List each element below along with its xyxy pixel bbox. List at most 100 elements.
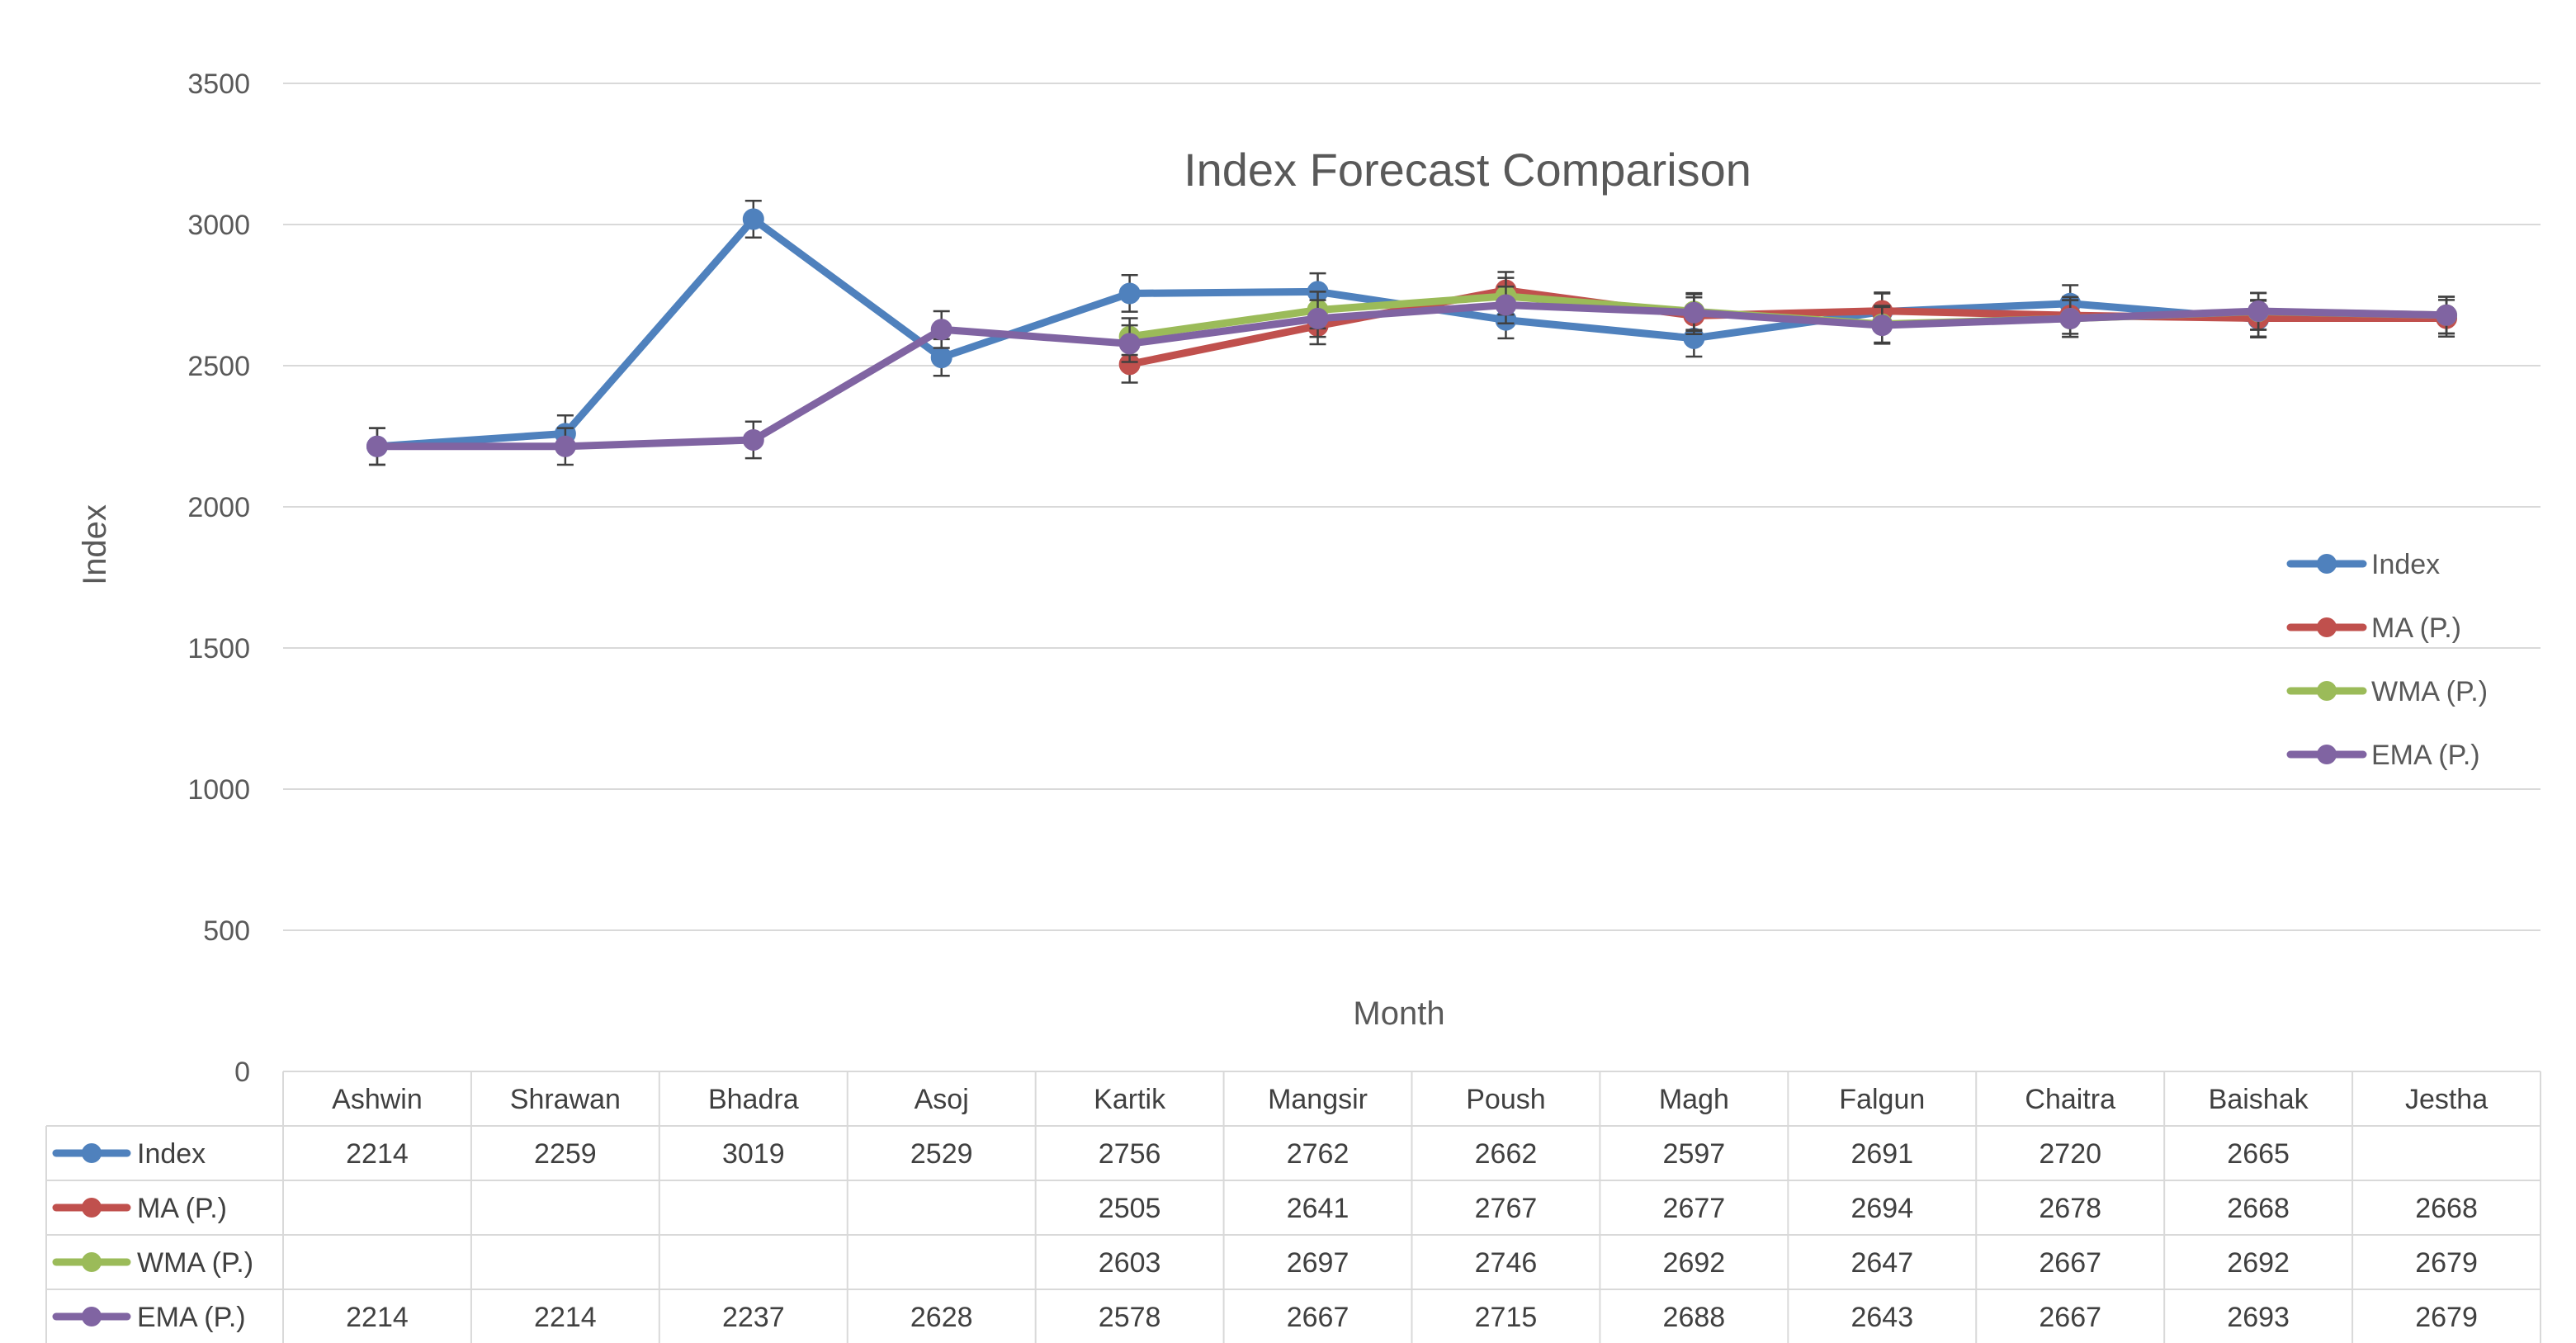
table-legend-marker [82, 1252, 102, 1272]
table-cell: 2662 [1475, 1138, 1538, 1170]
table-cell: 2641 [1287, 1193, 1349, 1224]
data-point [930, 319, 952, 341]
y-tick-label: 2500 [187, 351, 250, 382]
legend-label: WMA (P.) [2371, 676, 2488, 707]
series-ema-p [366, 285, 2458, 466]
series-group [366, 200, 2458, 466]
legend: Index MA (P.) WMA (P.) EMA (P.) [2286, 549, 2488, 771]
table-cell: 2697 [1287, 1247, 1349, 1279]
y-axis-ticks: 0 500 1000 1500 2000 2500 3000 3500 [187, 69, 250, 1088]
table-cell: 2578 [1099, 1302, 1161, 1333]
data-point [1495, 294, 1517, 316]
data-point [1871, 314, 1893, 337]
table-cell: 2715 [1475, 1302, 1538, 1333]
x-tick-label: Shrawan [510, 1084, 621, 1115]
table-cell: 2746 [1475, 1247, 1538, 1279]
data-point [930, 347, 952, 369]
data-table: Ashwin Shrawan Bhadra Asoj Kartik Mangsir Pous… [45, 1071, 2541, 1343]
table-row-label: WMA (P.) [137, 1247, 253, 1279]
legend-item: MA (P.) [2286, 612, 2461, 644]
data-point [1118, 282, 1141, 305]
table-row: EMA (P.) 2214 2214 2237 2628 2578 2667 2715 2688… [52, 1302, 2478, 1333]
data-point [1307, 307, 1329, 329]
legend-label: EMA (P.) [2371, 740, 2480, 771]
table-cell: 2214 [346, 1138, 409, 1170]
x-tick-label: Falgun [1839, 1084, 1925, 1115]
y-tick-label: 3500 [187, 69, 250, 100]
y-tick-label: 0 [234, 1057, 250, 1088]
table-cell: 2694 [1850, 1193, 1913, 1224]
data-point [554, 435, 576, 457]
table-cell: 2762 [1287, 1138, 1349, 1170]
x-tick-label: Asoj [915, 1084, 969, 1115]
x-tick-label: Poush [1466, 1084, 1545, 1115]
x-tick-label: Bhadra [708, 1084, 799, 1115]
x-tick-label: Ashwin [332, 1084, 423, 1115]
chart-title: Index Forecast Comparison [1184, 144, 1751, 196]
y-tick-label: 2000 [187, 492, 250, 523]
table-row: Index 2214 2259 3019 2529 2756 2762 2662 2597 269… [52, 1138, 2290, 1170]
table-cell: 2237 [722, 1302, 785, 1333]
table-cell: 2667 [1287, 1302, 1349, 1333]
table-cell: 2677 [1663, 1193, 1726, 1224]
legend-label: Index [2371, 549, 2440, 580]
table-cell: 2667 [2039, 1247, 2101, 1279]
table-cell: 2214 [534, 1302, 597, 1333]
table-cell: 2693 [2227, 1302, 2290, 1333]
table-legend-marker [82, 1143, 102, 1163]
legend-item: EMA (P.) [2286, 740, 2480, 771]
table-row-label: Index [137, 1138, 206, 1170]
table-cell: 2505 [1099, 1193, 1161, 1224]
data-point [1118, 333, 1141, 355]
table-row: WMA (P.) 2603 2697 2746 2692 2647 2667 2692 2679 [52, 1247, 2478, 1279]
data-point [742, 208, 764, 230]
y-tick-label: 1500 [187, 633, 250, 664]
data-point [2059, 307, 2082, 329]
legend-label: MA (P.) [2371, 612, 2461, 644]
table-cell: 2679 [2415, 1247, 2478, 1279]
table-cell: 2692 [2227, 1247, 2290, 1279]
data-point [2248, 300, 2270, 322]
table-row-label: EMA (P.) [137, 1302, 246, 1333]
table-cell: 2628 [910, 1302, 973, 1333]
table-cell: 2529 [910, 1138, 973, 1170]
table-cell: 2214 [346, 1302, 409, 1333]
table-cell: 2597 [1663, 1138, 1726, 1170]
y-tick-label: 3000 [187, 210, 250, 241]
table-cell: 2647 [1850, 1247, 1913, 1279]
table-cell: 2643 [1850, 1302, 1913, 1333]
table-cell: 2767 [1475, 1193, 1538, 1224]
table-cell: 2688 [1663, 1302, 1726, 1333]
table-cell: 2667 [2039, 1302, 2101, 1333]
x-tick-label: Chaitra [2025, 1084, 2115, 1115]
y-tick-label: 1000 [187, 774, 250, 806]
table-cell: 2665 [2227, 1138, 2290, 1170]
table-cell: 2679 [2415, 1302, 2478, 1333]
table-cell: 2678 [2039, 1193, 2101, 1224]
table-cell: 2259 [534, 1138, 597, 1170]
x-tick-label: Magh [1659, 1084, 1729, 1115]
series-line [373, 300, 2451, 451]
gridlines [283, 83, 2541, 931]
table-cell: 2603 [1099, 1247, 1161, 1279]
table-legend-marker [82, 1198, 102, 1218]
table-row: MA (P.) 2505 2641 2767 2677 2694 2678 2668 2668 [52, 1193, 2478, 1224]
table-cell: 3019 [722, 1138, 785, 1170]
x-tick-label: Baishak [2209, 1084, 2309, 1115]
table-cell: 2692 [1663, 1247, 1726, 1279]
data-point [366, 435, 388, 457]
table-cell: 2756 [1099, 1138, 1161, 1170]
legend-marker [2317, 745, 2337, 764]
x-tick-label: Jestha [2405, 1084, 2488, 1115]
table-legend-marker [82, 1307, 102, 1326]
x-tick-label: Kartik [1094, 1084, 1166, 1115]
y-tick-label: 500 [203, 915, 250, 947]
legend-item: WMA (P.) [2286, 676, 2488, 707]
legend-marker [2317, 554, 2337, 574]
table-cell: 2691 [1850, 1138, 1913, 1170]
legend-marker [2317, 681, 2337, 701]
legend-marker [2317, 617, 2337, 637]
table-cell: 2668 [2415, 1193, 2478, 1224]
data-point [742, 428, 764, 451]
